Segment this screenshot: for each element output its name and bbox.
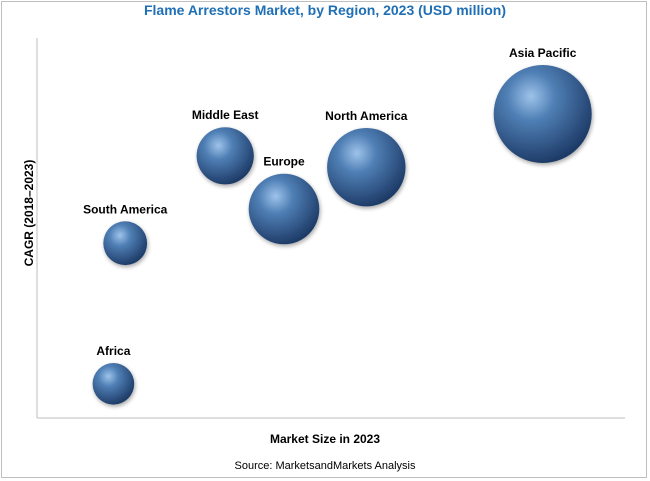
bubble-north-america bbox=[327, 128, 406, 207]
bubble-label-north-america: North America bbox=[325, 109, 408, 123]
chart-title: Flame Arrestors Market, by Region, 2023 … bbox=[143, 2, 507, 18]
bubble-middle-east bbox=[196, 127, 254, 185]
source-note: Source: MarketsandMarkets Analysis bbox=[234, 460, 416, 472]
bubble-label-south-america: South America bbox=[83, 202, 168, 216]
bubble-africa bbox=[92, 363, 135, 405]
bubble-south-america bbox=[103, 221, 148, 266]
bubble-label-europe: Europe bbox=[263, 155, 305, 169]
bubble-europe bbox=[248, 173, 320, 245]
bubble-asia-pacific bbox=[493, 65, 592, 163]
y-axis-label: CAGR (2018–2023) bbox=[22, 159, 36, 267]
bubble-label-middle-east: Middle East bbox=[192, 108, 259, 122]
x-axis-label: Market Size in 2023 bbox=[269, 432, 381, 446]
bubble-label-asia-pacific: Asia Pacific bbox=[509, 46, 577, 60]
bubble-label-africa: Africa bbox=[96, 344, 130, 358]
